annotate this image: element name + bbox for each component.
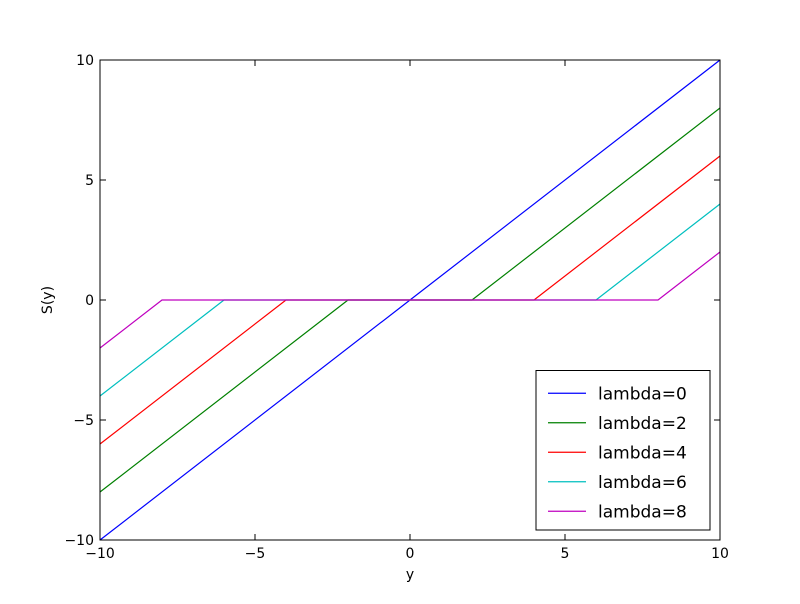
x-axis-label: y [406, 567, 414, 583]
x-tick-label: 10 [711, 546, 729, 562]
x-tick-label: 0 [406, 546, 415, 562]
x-tick-label: 5 [561, 546, 570, 562]
legend-box [535, 370, 711, 531]
y-tick-label: 5 [85, 173, 94, 189]
series-layer [99, 59, 721, 541]
tick-labels-layer: −10 −5 0 5 10 −10 −5 0 5 10 [64, 53, 728, 562]
y-tick-label: −5 [73, 413, 94, 429]
legend-label: lambda=2 [598, 414, 687, 434]
legend-label: lambda=6 [598, 473, 687, 493]
legend-label: lambda=4 [598, 443, 687, 463]
x-tick-label: −5 [245, 546, 266, 562]
legend-label: lambda=8 [598, 502, 687, 522]
x-tick-label: −10 [85, 546, 115, 562]
y-tick-label: −10 [64, 533, 94, 549]
series-line-4 [99, 251, 721, 349]
y-tick-label: 10 [76, 53, 94, 69]
y-tick-label: 0 [85, 293, 94, 309]
y-axis-label: S(y) [40, 286, 56, 314]
legend-label: lambda=0 [598, 384, 687, 404]
legend: lambda=0 lambda=2 lambda=4 lambda=6 lambda=8 [535, 370, 711, 531]
plot-frame [99, 59, 721, 541]
